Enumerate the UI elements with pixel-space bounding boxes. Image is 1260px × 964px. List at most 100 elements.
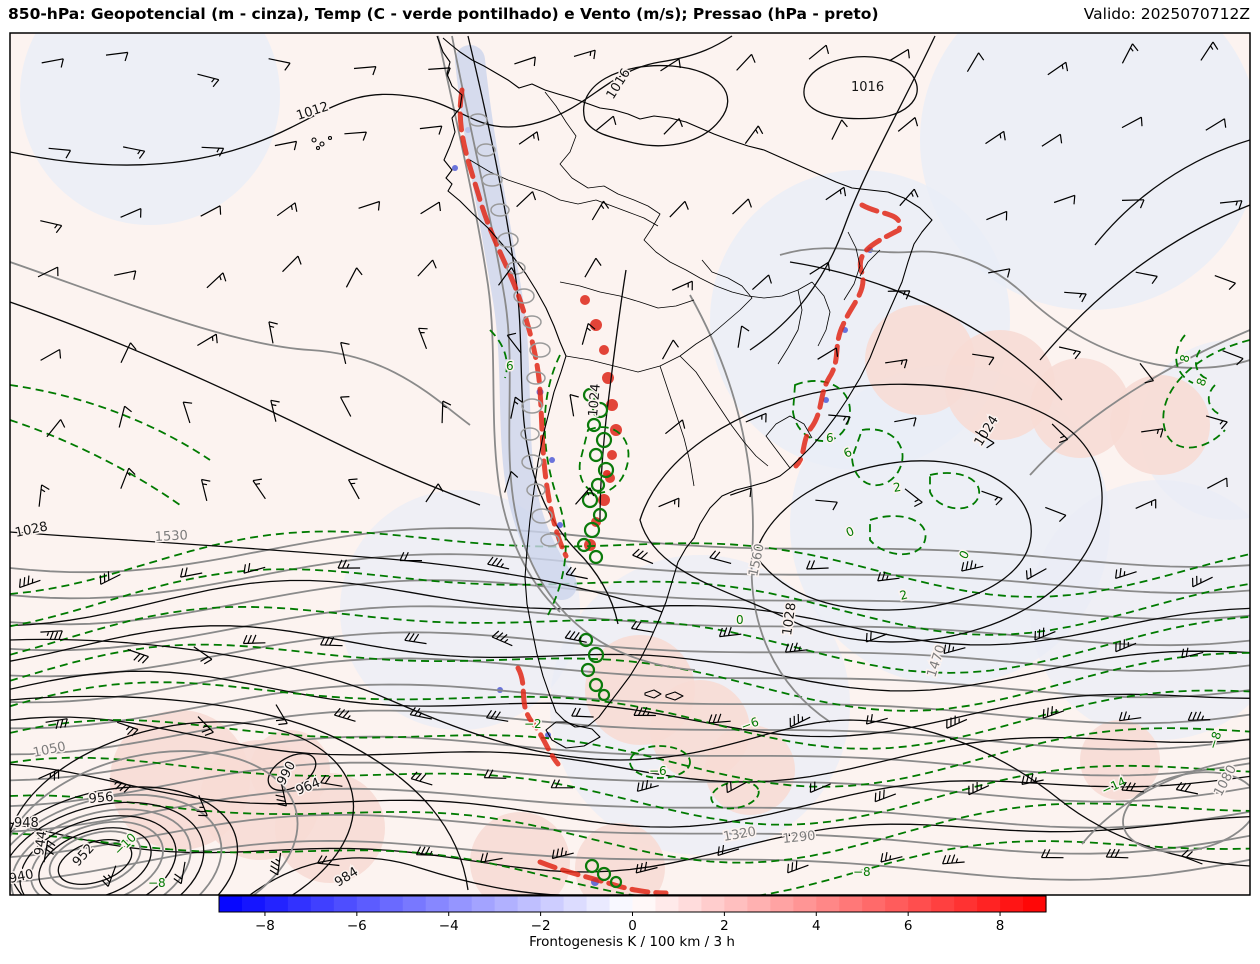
colorbar-segment	[1000, 896, 1024, 912]
wind-barb	[120, 467, 136, 489]
contour-path	[803, 56, 918, 120]
wind-barb	[486, 709, 509, 722]
colorbar-segment	[471, 896, 496, 912]
colorbar-segment	[448, 896, 473, 912]
closed-contour	[531, 508, 553, 524]
closed-contour	[590, 477, 606, 493]
contour-label: 940	[8, 867, 35, 887]
contour-bundles	[10, 527, 1250, 895]
contour-line	[10, 605, 1250, 652]
wind-barb	[1205, 415, 1228, 430]
colorbar-segment	[770, 896, 794, 912]
colorbar-tick-label: 4	[812, 918, 821, 934]
contour-line	[10, 579, 1250, 646]
closed-contour	[10, 786, 239, 895]
colorbar-segment	[931, 896, 955, 912]
wind-barb	[632, 548, 654, 565]
closed-contour	[10, 721, 355, 895]
wind-barb	[275, 784, 287, 807]
contour-path	[1029, 329, 1250, 476]
wind-barb	[943, 643, 966, 654]
wind-barb	[320, 636, 343, 647]
colorbar-segment	[264, 896, 289, 912]
closed-contour	[581, 491, 599, 509]
contour-line	[10, 625, 1250, 692]
wind-barb	[516, 191, 537, 208]
shade-spot	[549, 457, 555, 463]
wind-barb	[809, 261, 831, 275]
wind-barb	[635, 861, 658, 874]
wind-barb	[40, 348, 62, 361]
closed-contour	[629, 745, 691, 779]
wind-barb	[865, 714, 888, 725]
wind-barb	[418, 327, 428, 350]
contour-path	[582, 64, 729, 147]
contour-path	[1094, 139, 1250, 246]
colorbar-segment	[655, 896, 680, 912]
colorbar-segment	[678, 896, 703, 912]
shade-spot	[590, 319, 602, 331]
colorbar-segment	[793, 896, 817, 912]
colorbar-segment	[701, 896, 725, 912]
contour-line	[10, 530, 1250, 598]
wind-barb	[1121, 781, 1144, 793]
wind-barb	[596, 115, 617, 131]
contour-path	[1039, 204, 1250, 361]
shade-spot	[580, 295, 590, 305]
wind-barb	[491, 630, 513, 647]
contour-line	[10, 527, 1250, 574]
wind-barb	[1034, 627, 1056, 641]
contour-label: 1028	[780, 602, 799, 637]
closed-contour	[10, 793, 223, 895]
valid-time-label: Valido: 2025070712Z	[1083, 5, 1250, 23]
wind-barb	[252, 478, 266, 500]
wind-barb	[661, 339, 679, 360]
wind-barb	[789, 713, 811, 728]
wind-barb	[419, 125, 443, 135]
wind-barb	[1045, 506, 1067, 523]
colorbar-segment	[219, 896, 243, 912]
wind-barb	[1047, 61, 1069, 76]
contour-line	[10, 631, 1250, 678]
wind-barb	[1105, 848, 1129, 859]
wind-barb	[1135, 498, 1157, 509]
wind-barb	[340, 341, 350, 365]
wind-barb	[1053, 194, 1076, 205]
wind-barb	[410, 771, 433, 786]
colorbar-segment	[609, 896, 634, 912]
colorbar-tick-label: 8	[996, 918, 1005, 934]
closed-contour	[595, 431, 613, 449]
wind-barb	[114, 270, 137, 280]
wind-barb	[425, 483, 444, 503]
wind-barb	[1121, 43, 1139, 64]
contour-path	[467, 35, 619, 625]
contour-line	[10, 553, 1250, 600]
wind-barb	[201, 146, 225, 157]
wind-barb	[1200, 41, 1219, 61]
contour-label: −8	[148, 876, 166, 890]
shade-spot	[591, 517, 601, 527]
closed-contour	[584, 858, 600, 874]
contour-line	[10, 761, 1250, 807]
closed-contour	[48, 830, 142, 890]
wind-barb	[344, 131, 367, 141]
colorbar-segment	[816, 896, 840, 912]
contour-path	[578, 426, 630, 494]
closed-contour	[588, 549, 604, 565]
closed-contours	[10, 113, 1250, 895]
colorbar-segment	[333, 896, 358, 912]
wind-barb	[109, 777, 131, 793]
wind-barb	[337, 559, 361, 569]
wind-barb	[745, 412, 767, 423]
wind-barb	[1115, 639, 1137, 653]
wind-barb	[784, 642, 808, 653]
closed-contour	[481, 173, 503, 187]
shade-spot	[607, 450, 617, 460]
wind-barb	[1139, 363, 1154, 384]
colorbar-segment	[885, 896, 909, 912]
closed-contour	[506, 261, 526, 275]
wind-barb	[420, 201, 441, 215]
contour-path	[793, 202, 903, 469]
